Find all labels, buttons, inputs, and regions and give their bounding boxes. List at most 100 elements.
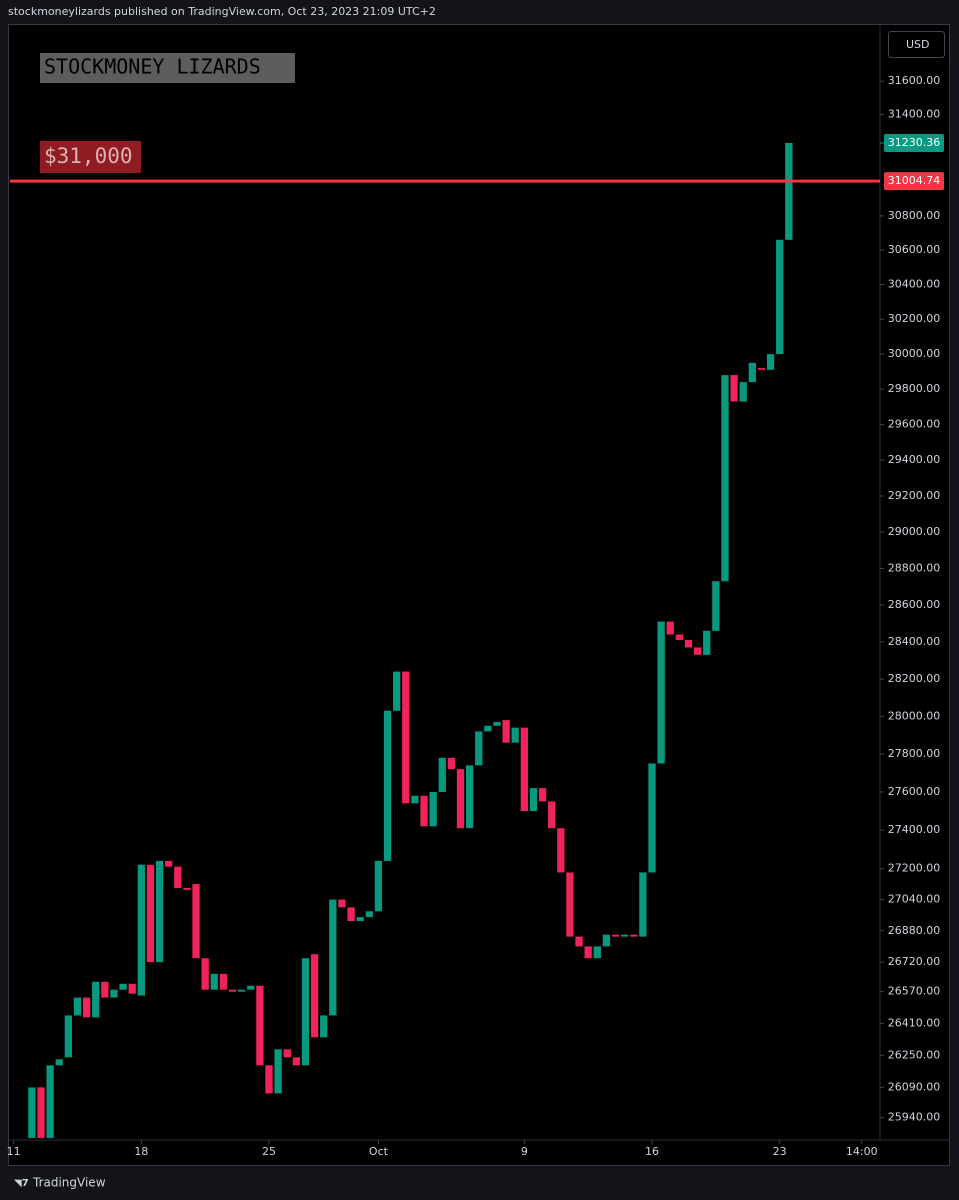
candle-body xyxy=(538,788,547,802)
candle-body xyxy=(739,382,747,402)
candle-body xyxy=(520,727,528,812)
candle-body xyxy=(274,1049,282,1094)
x-tick-label: 9 xyxy=(521,1145,528,1158)
y-tick-label: 28400.00 xyxy=(888,635,941,648)
watermark: STOCKMONEY LIZARDS xyxy=(44,55,261,79)
y-tick-label: 28200.00 xyxy=(888,672,941,685)
candle-body xyxy=(411,795,419,804)
y-tick-label: 26570.00 xyxy=(888,985,941,998)
candle-body xyxy=(137,864,145,996)
candle-body xyxy=(219,973,228,990)
x-tick-label: 16 xyxy=(645,1145,659,1158)
y-tick-label: 29400.00 xyxy=(888,453,941,466)
candle-body xyxy=(429,791,437,827)
candle-body xyxy=(748,362,756,383)
y-tick-label: 30800.00 xyxy=(888,209,941,222)
candle-body xyxy=(639,872,647,937)
candle-body xyxy=(529,788,538,812)
candle-body xyxy=(548,801,556,829)
chart-panel xyxy=(8,24,950,1166)
candle-body xyxy=(666,621,674,635)
candle-body xyxy=(82,997,91,1018)
x-tick-label: 23 xyxy=(773,1145,787,1158)
candle-body xyxy=(493,722,501,726)
candle-body xyxy=(146,864,155,963)
header: stockmoneylizards published on TradingVi… xyxy=(8,5,436,18)
y-tick-label: 31600.00 xyxy=(888,74,941,87)
candle-body xyxy=(575,936,583,947)
candle-body xyxy=(776,239,784,355)
logo: ◥7 xyxy=(14,1178,29,1189)
candle-body xyxy=(675,634,684,641)
y-tick-label: 29000.00 xyxy=(888,525,941,538)
candle-body xyxy=(456,769,465,829)
candle-body xyxy=(283,1049,291,1058)
candle-body xyxy=(648,763,656,873)
candle-body xyxy=(420,795,428,827)
candle-body xyxy=(484,725,492,732)
candle-body xyxy=(393,671,401,711)
candle-body xyxy=(320,1015,328,1038)
currency-button[interactable] xyxy=(888,31,945,58)
y-tick-label: 30200.00 xyxy=(888,312,941,325)
y-tick-label: 29600.00 xyxy=(888,418,941,431)
candle-body xyxy=(210,973,218,990)
candle-body xyxy=(28,1087,36,1138)
y-tick-label: 28600.00 xyxy=(888,598,941,611)
candle-body xyxy=(630,934,638,937)
candle-body xyxy=(693,647,702,655)
candle-body xyxy=(475,731,483,766)
candle-body xyxy=(55,1059,63,1066)
hline-price-label: 31004.74 xyxy=(888,174,941,187)
candle-body xyxy=(684,640,693,648)
candle-body xyxy=(438,757,446,792)
candle-body xyxy=(374,860,383,912)
candle-body xyxy=(165,860,173,867)
candle-body xyxy=(766,354,775,370)
candle-body xyxy=(365,911,373,918)
y-tick-label: 26090.00 xyxy=(888,1080,941,1093)
y-tick-label: 31400.00 xyxy=(888,108,941,121)
candle-body xyxy=(383,710,392,861)
candle-body xyxy=(64,1015,73,1058)
candle-body xyxy=(557,828,565,873)
y-tick-label: 29800.00 xyxy=(888,382,941,395)
y-tick-label: 26880.00 xyxy=(888,924,941,937)
x-tick-label: 11 xyxy=(7,1145,21,1158)
y-tick-label: 27040.00 xyxy=(888,893,941,906)
candle-body xyxy=(511,727,519,743)
y-tick-label: 27200.00 xyxy=(888,862,941,875)
last-price-label: 31230.36 xyxy=(888,136,941,149)
candle-body xyxy=(657,621,665,764)
candle-body xyxy=(593,946,601,959)
candle-body xyxy=(356,917,364,921)
candle-body xyxy=(310,954,319,1038)
x-tick-label: 18 xyxy=(134,1145,148,1158)
candle-body xyxy=(584,946,592,959)
candle-body xyxy=(73,997,82,1016)
candle-body xyxy=(301,958,310,1066)
candle-body xyxy=(757,368,766,370)
candle-body xyxy=(92,981,100,1018)
candle-body xyxy=(730,375,738,402)
y-tick-label: 26720.00 xyxy=(888,955,941,968)
y-tick-label: 28800.00 xyxy=(888,561,941,574)
last-price-box xyxy=(884,133,944,152)
footer: TradingView xyxy=(32,1176,106,1190)
y-tick-label: 30600.00 xyxy=(888,243,941,256)
candle-body xyxy=(712,581,720,631)
y-tick-label: 30000.00 xyxy=(888,347,941,360)
y-tick-label: 29200.00 xyxy=(888,489,941,502)
hline-price-box xyxy=(884,172,944,191)
currency[interactable]: USD xyxy=(906,38,930,51)
y-tick-label: 28000.00 xyxy=(888,709,941,722)
candle-body xyxy=(292,1057,300,1066)
y-tick-label: 25940.00 xyxy=(888,1111,941,1124)
candle-body xyxy=(465,765,474,829)
plot: 31600.00 31400.00 30800.00 30600.00 30400.00… xyxy=(7,74,944,1158)
x-tick-label: 25 xyxy=(262,1145,276,1158)
candle-body xyxy=(155,860,164,963)
y-tick-label: 27400.00 xyxy=(888,823,941,836)
candle-body xyxy=(703,630,711,655)
